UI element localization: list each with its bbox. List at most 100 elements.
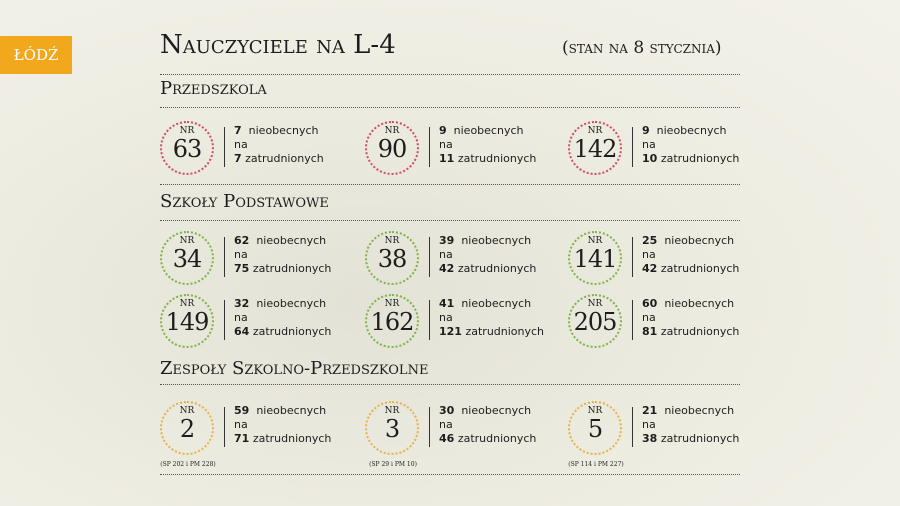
employed-count: 38	[642, 432, 658, 445]
school-card: NR 2 59 nieobecnych na 71 zatrudnionych (SP…	[160, 401, 360, 468]
stats: 30 nieobecnych na 46 zatrudnionych	[439, 404, 536, 446]
school-caption: (SP 29 i PM 10)	[369, 461, 417, 468]
separator	[224, 300, 225, 340]
dotted-divider	[160, 74, 740, 75]
school-number-badge: NR 149	[160, 294, 214, 348]
page-subtitle: (stan na 8 stycznia)	[562, 38, 722, 58]
employed-label: zatrudnionych	[457, 432, 537, 445]
school-number-badge: NR 2	[160, 401, 214, 455]
school-number: 38	[377, 245, 408, 273]
dotted-divider	[160, 107, 740, 108]
nr-label: NR	[587, 299, 603, 309]
nr-label: NR	[179, 236, 195, 246]
nr-label: NR	[384, 236, 400, 246]
na-label: na	[642, 138, 656, 151]
nr-label: NR	[179, 126, 195, 136]
school-card: NR 149 32 nieobecnych na 64 zatrudnionych	[160, 294, 360, 350]
nr-label: NR	[587, 126, 603, 136]
na-label: na	[234, 248, 248, 261]
employed-count: 121	[439, 325, 462, 338]
separator	[632, 127, 633, 167]
page-title: Nauczyciele na L-4	[160, 30, 396, 60]
school-number-badge: NR 3	[365, 401, 419, 455]
absent-label: nieobecnych	[461, 234, 532, 247]
employed-count: 11	[439, 152, 455, 165]
lodz-logo[interactable]: ŁÓDŹ	[0, 36, 72, 74]
separator	[632, 300, 633, 340]
absent-label: nieobecnych	[256, 234, 327, 247]
na-label: na	[234, 138, 248, 151]
school-card: NR 38 39 nieobecnych na 42 zatrudnionych	[365, 231, 565, 287]
employed-count: 64	[234, 325, 250, 338]
absent-label: nieobecnych	[256, 297, 327, 310]
separator	[632, 407, 633, 447]
dotted-divider	[160, 384, 740, 385]
absent-count: 9	[642, 124, 650, 137]
section-title: Przedszkola	[160, 78, 267, 99]
na-label: na	[234, 418, 248, 431]
stats: 25 nieobecnych na 42 zatrudnionych	[642, 234, 739, 276]
school-card: NR 5 21 nieobecnych na 38 zatrudnionych (SP…	[568, 401, 768, 468]
employed-count: 71	[234, 432, 250, 445]
na-label: na	[439, 311, 453, 324]
section-title: Szkoły Podstawowe	[160, 191, 329, 212]
na-label: na	[642, 248, 656, 261]
school-number-badge: NR 63	[160, 121, 214, 175]
dotted-divider	[160, 220, 740, 221]
employed-label: zatrudnionych	[660, 432, 740, 445]
employed-label: zatrudnionych	[465, 325, 545, 338]
absent-count: 41	[439, 297, 455, 310]
school-number-badge: NR 5	[568, 401, 622, 455]
absent-label: nieobecnych	[248, 124, 319, 137]
employed-count: 75	[234, 262, 250, 275]
absent-label: nieobecnych	[461, 404, 532, 417]
stats: 32 nieobecnych na 64 zatrudnionych	[234, 297, 331, 339]
absent-count: 39	[439, 234, 455, 247]
na-label: na	[642, 418, 656, 431]
absent-label: nieobecnych	[461, 297, 532, 310]
stats: 9 nieobecnych na 11 zatrudnionych	[439, 124, 536, 166]
separator	[224, 237, 225, 277]
employed-label: zatrudnionych	[252, 262, 332, 275]
employed-label: zatrudnionych	[660, 152, 740, 165]
separator	[429, 237, 430, 277]
stats: 41 nieobecnych na 121 zatrudnionych	[439, 297, 544, 339]
separator	[429, 407, 430, 447]
stats: 59 nieobecnych na 71 zatrudnionych	[234, 404, 331, 446]
nr-label: NR	[179, 406, 195, 416]
absent-label: nieobecnych	[664, 234, 735, 247]
nr-label: NR	[587, 236, 603, 246]
nr-label: NR	[384, 406, 400, 416]
absent-count: 21	[642, 404, 658, 417]
employed-count: 81	[642, 325, 658, 338]
absent-count: 32	[234, 297, 250, 310]
employed-count: 10	[642, 152, 658, 165]
stats: 62 nieobecnych na 75 zatrudnionych	[234, 234, 331, 276]
school-number-badge: NR 162	[365, 294, 419, 348]
school-number: 5	[587, 415, 603, 443]
absent-count: 60	[642, 297, 658, 310]
school-number: 142	[573, 135, 618, 163]
school-card: NR 162 41 nieobecnych na 121 zatrudnionych	[365, 294, 565, 350]
school-number: 205	[573, 308, 618, 336]
school-card: NR 205 60 nieobecnych na 81 zatrudnionych	[568, 294, 768, 350]
employed-label: zatrudnionych	[252, 432, 332, 445]
na-label: na	[439, 418, 453, 431]
separator	[224, 127, 225, 167]
separator	[632, 237, 633, 277]
employed-count: 42	[439, 262, 455, 275]
absent-label: nieobecnych	[453, 124, 524, 137]
school-card: NR 142 9 nieobecnych na 10 zatrudnionych	[568, 121, 768, 177]
dotted-divider	[160, 474, 740, 475]
employed-label: zatrudnionych	[457, 262, 537, 275]
employed-count: 46	[439, 432, 455, 445]
na-label: na	[439, 138, 453, 151]
absent-label: nieobecnych	[664, 404, 735, 417]
school-number-badge: NR 142	[568, 121, 622, 175]
school-number: 90	[377, 135, 408, 163]
school-number-badge: NR 34	[160, 231, 214, 285]
absent-label: nieobecnych	[664, 297, 735, 310]
school-number: 141	[573, 245, 618, 273]
nr-label: NR	[179, 299, 195, 309]
nr-label: NR	[587, 406, 603, 416]
